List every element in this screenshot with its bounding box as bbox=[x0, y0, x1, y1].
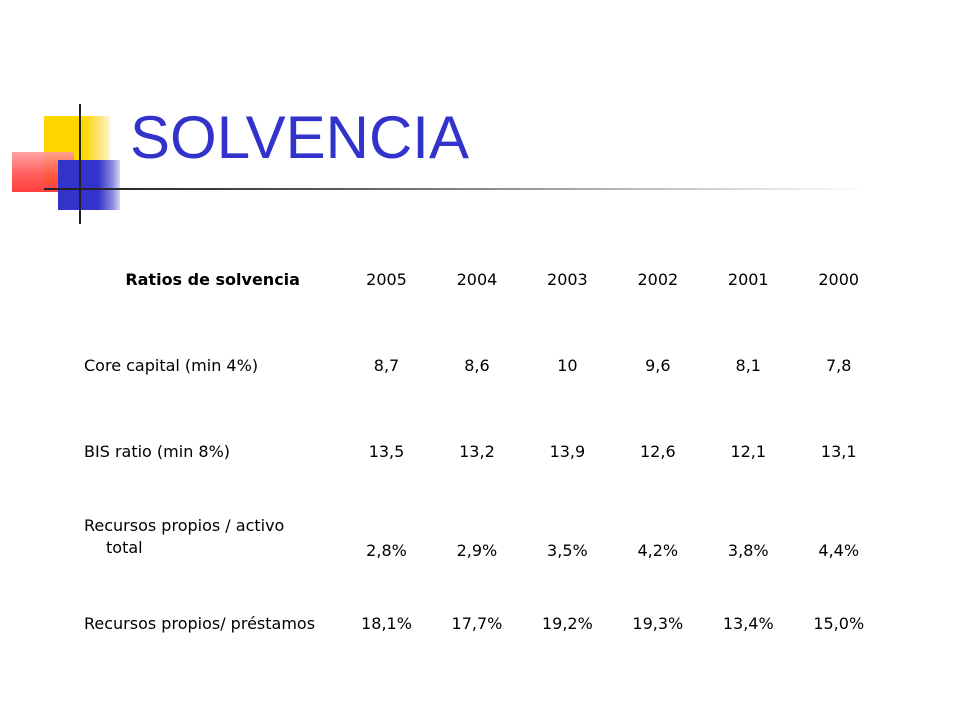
header-year: 2001 bbox=[727, 269, 769, 289]
cell-value: 17,7% bbox=[451, 613, 503, 633]
cell-value: 15,0% bbox=[813, 613, 865, 633]
logo-vertical-line bbox=[79, 104, 81, 224]
row-label-line1: Recursos propios / activo bbox=[84, 516, 285, 535]
cell-value: 7,8 bbox=[826, 355, 852, 375]
table-header-row: Ratios de solvencia 2005 2004 2003 2002 … bbox=[84, 236, 884, 322]
logo-blue-square bbox=[58, 160, 120, 210]
cell-value: 8,6 bbox=[464, 355, 490, 375]
table-row: Recursos propios/ préstamos 18,1% 17,7% … bbox=[84, 580, 884, 666]
cell-value: 2,8% bbox=[366, 541, 407, 560]
title-divider bbox=[80, 188, 870, 190]
row-label: Recursos propios / activo total bbox=[84, 494, 341, 580]
cell-value: 2,9% bbox=[456, 541, 498, 560]
cell-value: 3,8% bbox=[727, 541, 769, 560]
cell-value: 19,2% bbox=[541, 613, 593, 633]
row-label: BIS ratio (min 8%) bbox=[84, 441, 231, 461]
header-year: 2004 bbox=[456, 269, 498, 289]
cell-value: 9,6 bbox=[645, 355, 671, 375]
table-row: Recursos propios / activo total 2,8% 2,9… bbox=[84, 494, 884, 580]
cell-value: 4,4% bbox=[818, 541, 860, 560]
solvency-table: Ratios de solvencia 2005 2004 2003 2002 … bbox=[84, 236, 884, 666]
header-year: 2002 bbox=[637, 269, 679, 289]
cell-value: 8,7 bbox=[373, 355, 400, 375]
row-label: Core capital (min 4%) bbox=[84, 355, 259, 375]
decorative-logo bbox=[0, 0, 140, 240]
header-year: 2000 bbox=[818, 269, 860, 289]
cell-value: 12,6 bbox=[640, 441, 676, 461]
header-year: 2003 bbox=[547, 269, 588, 289]
row-label-line2: total bbox=[106, 538, 143, 557]
cell-value: 3,5% bbox=[547, 541, 588, 560]
table-row: BIS ratio (min 8%) 13,5 13,2 13,9 12,6 1… bbox=[84, 408, 884, 494]
cell-value: 13,4% bbox=[722, 613, 774, 633]
cell-value: 13,9 bbox=[549, 441, 586, 461]
cell-value: 8,1 bbox=[735, 355, 761, 375]
page-title: SOLVENCIA bbox=[130, 104, 469, 171]
row-label: Recursos propios/ préstamos bbox=[84, 613, 316, 633]
cell-value: 13,5 bbox=[368, 441, 405, 461]
cell-value: 10 bbox=[557, 355, 578, 375]
header-label: Ratios de solvencia bbox=[125, 269, 300, 289]
logo-horizontal-line bbox=[44, 188, 80, 190]
cell-value: 13,1 bbox=[820, 441, 857, 461]
header-year: 2005 bbox=[366, 269, 407, 289]
cell-value: 12,1 bbox=[730, 441, 767, 461]
cell-value: 18,1% bbox=[361, 613, 412, 633]
table-row: Core capital (min 4%) 8,7 8,6 10 9,6 8,1… bbox=[84, 322, 884, 408]
cell-value: 19,3% bbox=[632, 613, 684, 633]
cell-value: 4,2% bbox=[637, 541, 679, 560]
cell-value: 13,2 bbox=[459, 441, 495, 461]
